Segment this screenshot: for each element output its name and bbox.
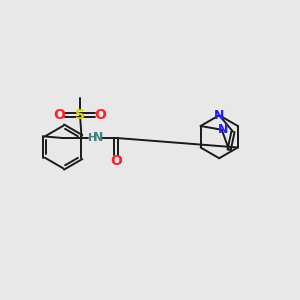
Text: S: S	[75, 108, 85, 122]
Text: H: H	[88, 133, 98, 143]
Text: N: N	[214, 109, 224, 122]
Text: N: N	[93, 131, 103, 144]
Text: N: N	[218, 123, 228, 136]
Text: O: O	[95, 108, 106, 122]
Text: O: O	[53, 108, 65, 122]
Text: O: O	[110, 154, 122, 168]
